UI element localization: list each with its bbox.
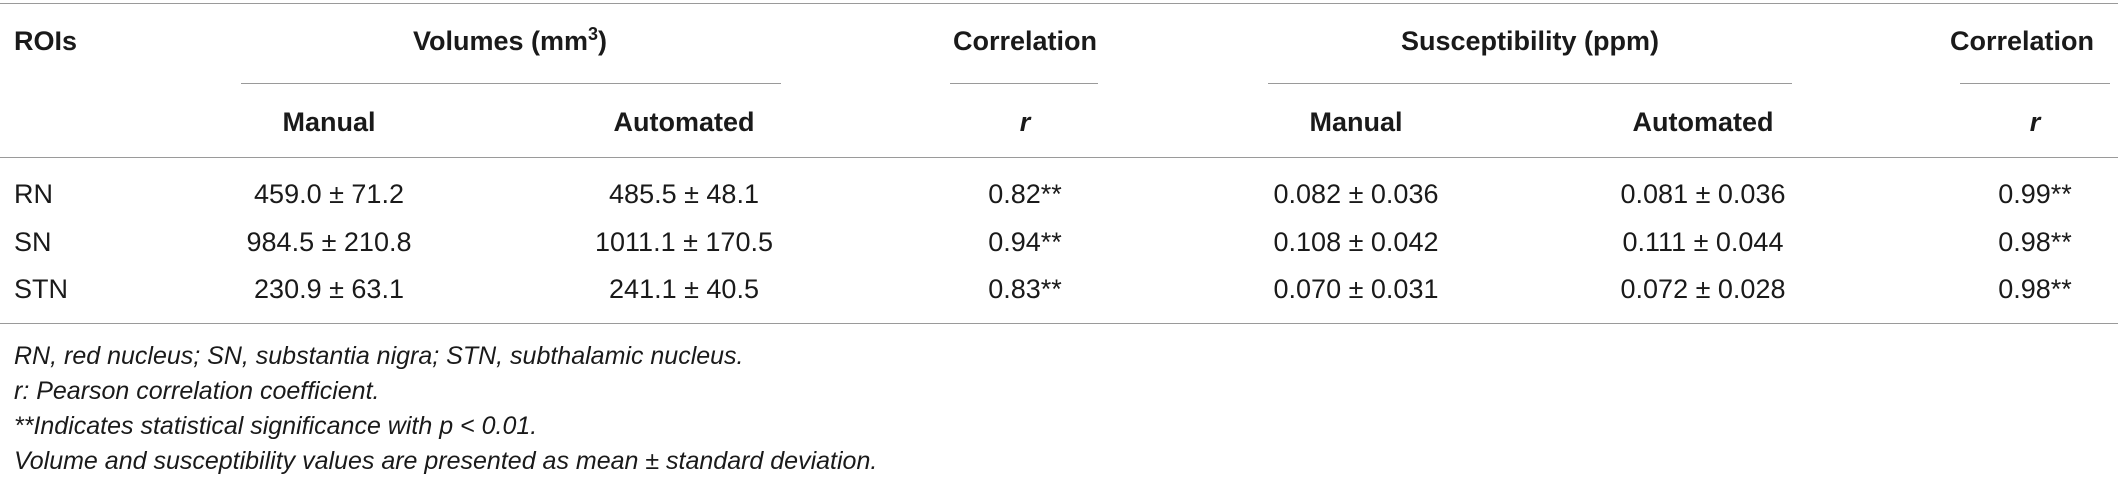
- table-row-stn-sus-r: 0.98**: [1998, 274, 2072, 304]
- correlation-susceptibility-group-rule: [1960, 83, 2110, 84]
- footnote-abbreviations: RN, red nucleus; SN, substantia nigra; S…: [14, 342, 744, 370]
- footnote-pearson: r: Pearson correlation coefficient.: [14, 377, 380, 405]
- table-row-rn-vol-auto: 485.5 ± 48.1: [609, 179, 759, 209]
- header-volumes-superscript: 3: [588, 24, 599, 44]
- header-correlation-volumes: Correlation: [952, 26, 1098, 56]
- table-row-stn-vol-r: 0.83**: [988, 274, 1062, 304]
- header-volumes: Volumes (mm3): [412, 24, 608, 56]
- header-volumes-manual: Manual: [282, 107, 376, 137]
- table-row-sn-roi: SN: [14, 227, 52, 257]
- table-row-rn-roi: RN: [14, 179, 53, 209]
- table-top-rule: [0, 3, 2118, 4]
- table-row-stn-sus-auto: 0.072 ± 0.028: [1620, 274, 1786, 304]
- header-susceptibility: Susceptibility (ppm): [1400, 26, 1660, 56]
- header-susceptibility-r: r: [2029, 107, 2041, 137]
- header-volumes-r: r: [1019, 107, 1031, 137]
- susceptibility-group-rule: [1268, 83, 1792, 84]
- table-row-rn-sus-auto: 0.081 ± 0.036: [1620, 179, 1786, 209]
- footnote-significance: **Indicates statistical significance wit…: [14, 412, 538, 440]
- table-row-sn-sus-manual: 0.108 ± 0.042: [1273, 227, 1439, 257]
- table-row-sn-vol-auto: 1011.1 ± 170.5: [595, 227, 773, 257]
- header-susceptibility-manual: Manual: [1309, 107, 1403, 137]
- table-row-rn-vol-manual: 459.0 ± 71.2: [254, 179, 404, 209]
- table-row-sn-sus-r: 0.98**: [1998, 227, 2072, 257]
- header-rois: ROIs: [14, 26, 78, 56]
- table-row-sn-sus-auto: 0.111 ± 0.044: [1622, 227, 1784, 257]
- header-correlation-susceptibility: Correlation: [1949, 26, 2095, 56]
- table-row-stn-sus-manual: 0.070 ± 0.031: [1273, 274, 1439, 304]
- table-row-sn-vol-manual: 984.5 ± 210.8: [246, 227, 412, 257]
- table-bottom-rule: [0, 323, 2118, 324]
- table-row-rn-sus-r: 0.99**: [1998, 179, 2072, 209]
- volumes-group-rule: [241, 83, 781, 84]
- table-row-rn-vol-r: 0.82**: [988, 179, 1062, 209]
- table-row-stn-roi: STN: [14, 274, 68, 304]
- table-row-rn-sus-manual: 0.082 ± 0.036: [1273, 179, 1439, 209]
- header-volumes-automated: Automated: [613, 107, 755, 137]
- correlation-volumes-group-rule: [950, 83, 1098, 84]
- header-bottom-rule: [0, 157, 2118, 158]
- table-row-stn-vol-auto: 241.1 ± 40.5: [609, 274, 759, 304]
- table-row-sn-vol-r: 0.94**: [988, 227, 1062, 257]
- footnote-mean-sd: Volume and susceptibility values are pre…: [14, 447, 878, 475]
- table-row-stn-vol-manual: 230.9 ± 63.1: [254, 274, 404, 304]
- header-susceptibility-automated: Automated: [1632, 107, 1774, 137]
